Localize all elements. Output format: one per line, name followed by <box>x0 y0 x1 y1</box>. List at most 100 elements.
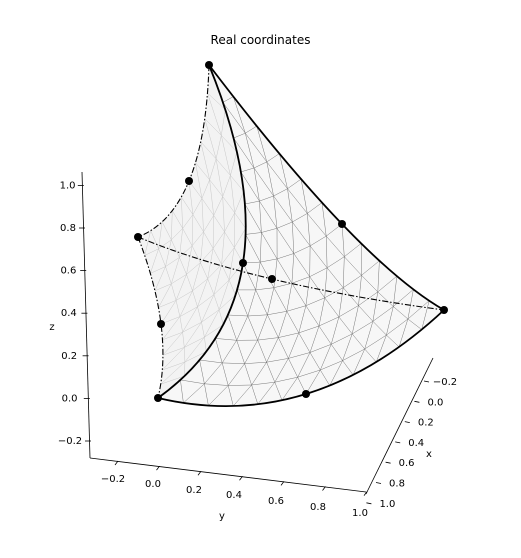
node-point <box>157 320 165 328</box>
front-mesh-line <box>183 96 262 404</box>
z-tick-label: 0.8 <box>60 223 76 234</box>
front-mesh-line <box>421 300 430 330</box>
back-left-mesh-line <box>162 324 224 356</box>
back-left-mesh-line <box>162 141 214 356</box>
node-point <box>338 220 346 228</box>
back-left-mesh-line <box>154 191 244 292</box>
node-point <box>134 233 142 241</box>
y-tick-label: −0.2 <box>101 474 125 485</box>
x-axis-line <box>365 357 434 495</box>
chart-title: Real coordinates <box>210 33 311 47</box>
x-tick-mark <box>366 502 372 505</box>
y-tick-mark <box>114 460 119 466</box>
back-left-mesh-line <box>144 230 151 256</box>
y-axis-label: y <box>219 511 225 522</box>
surface-mesh <box>138 65 444 407</box>
x-tick-mark <box>375 482 382 484</box>
back-left-mesh-line <box>150 221 163 274</box>
y-tick-mark <box>197 470 202 476</box>
front-mesh-line <box>222 102 422 330</box>
node-point <box>185 177 193 185</box>
back-left-mesh-line <box>200 141 244 192</box>
front-mesh-line <box>244 203 354 376</box>
x-tick-mark <box>385 461 391 464</box>
front-mesh-line <box>245 202 323 235</box>
x-tick-label: 1.0 <box>379 499 395 510</box>
back-left-mesh-line <box>160 180 194 325</box>
x-tick-mark <box>414 400 420 403</box>
back-left-mesh-line <box>158 196 183 308</box>
y-tick-mark <box>239 476 243 481</box>
back-left-mesh-line <box>172 210 224 325</box>
back-left-mesh-line <box>162 294 236 341</box>
back-left-mesh-line <box>160 262 244 325</box>
front-mesh-line <box>222 96 234 103</box>
x-tick-label: 0.2 <box>418 418 434 429</box>
front-mesh-line <box>237 243 362 291</box>
y-tick-mark <box>280 481 285 486</box>
front-mesh-line <box>329 243 362 386</box>
front-mesh-line <box>376 276 398 363</box>
x-tick-mark <box>395 441 401 444</box>
front-mesh-line <box>244 178 302 205</box>
x-tick-label: 0.4 <box>408 438 424 449</box>
front-mesh-line <box>215 338 234 407</box>
front-mesh-line <box>352 260 380 375</box>
front-mesh-line <box>180 379 184 403</box>
y-tick-label: 1.0 <box>352 508 368 519</box>
y-tick-label: 0.6 <box>268 496 284 507</box>
axes-layer <box>77 171 434 505</box>
y-tick-label: 0.4 <box>226 490 242 501</box>
z-tick-label: 0.2 <box>61 351 77 362</box>
back-left-mesh-line <box>160 375 185 385</box>
axis-labels: −0.2 0.0 0.2 0.4 0.6 0.8 1.0 y −0.2 0.0 0.2 0.4 0.6 0… <box>49 180 457 522</box>
front-mesh-line <box>233 125 257 139</box>
front-mesh-line <box>199 359 209 406</box>
node-point <box>205 61 213 69</box>
z-tick-label: 1.0 <box>60 180 76 191</box>
y-tick-label: 0.2 <box>186 485 202 496</box>
z-tick-label: 0.6 <box>60 266 76 277</box>
y-tick-label: 0.8 <box>310 502 326 513</box>
back-left-mesh-line <box>204 118 238 152</box>
back-left-mesh-line <box>207 92 226 110</box>
back-left-mesh-fill <box>138 65 246 398</box>
x-tick-mark <box>423 380 430 383</box>
back-left-mesh-line <box>195 162 246 229</box>
y-tick-mark <box>322 486 326 491</box>
front-mesh-line <box>398 289 414 347</box>
back-left-mesh-line <box>144 109 226 256</box>
x-tick-label: 0.8 <box>389 479 405 490</box>
x-tick-label: −0.2 <box>433 377 457 388</box>
z-tick-label: −0.2 <box>58 436 82 447</box>
z-axis-line <box>81 171 91 459</box>
z-tick-label: 0.0 <box>62 393 78 404</box>
z-tick-label: 0.4 <box>61 308 77 319</box>
x-tick-label: 0.0 <box>427 397 443 408</box>
front-mesh-line <box>233 153 295 407</box>
front-mesh-line <box>240 153 280 173</box>
back-left-mesh-line <box>150 230 186 377</box>
front-mesh-line <box>180 300 430 386</box>
x-tick-label: 0.6 <box>399 458 415 469</box>
back-left-mesh-line <box>188 180 244 264</box>
front-mesh-line <box>227 314 259 405</box>
y-axis-line <box>89 457 367 493</box>
node-point <box>239 259 247 267</box>
back-left-mesh-line <box>154 210 173 291</box>
front-mesh-line <box>281 202 328 401</box>
front-mesh-line <box>236 289 283 401</box>
node-point <box>154 394 162 402</box>
z-axis-label: z <box>49 322 54 333</box>
y-tick-label: 0.0 <box>145 479 161 490</box>
x-axis-label: x <box>426 449 432 460</box>
front-mesh-line <box>242 262 307 395</box>
front-mesh-line <box>240 171 377 363</box>
y-tick-mark <box>156 465 160 471</box>
back-left-mesh-line <box>162 351 207 371</box>
node-point <box>268 275 276 283</box>
back-left-mesh-line <box>160 92 235 385</box>
front-mesh-line <box>305 223 345 395</box>
node-point <box>440 306 448 314</box>
